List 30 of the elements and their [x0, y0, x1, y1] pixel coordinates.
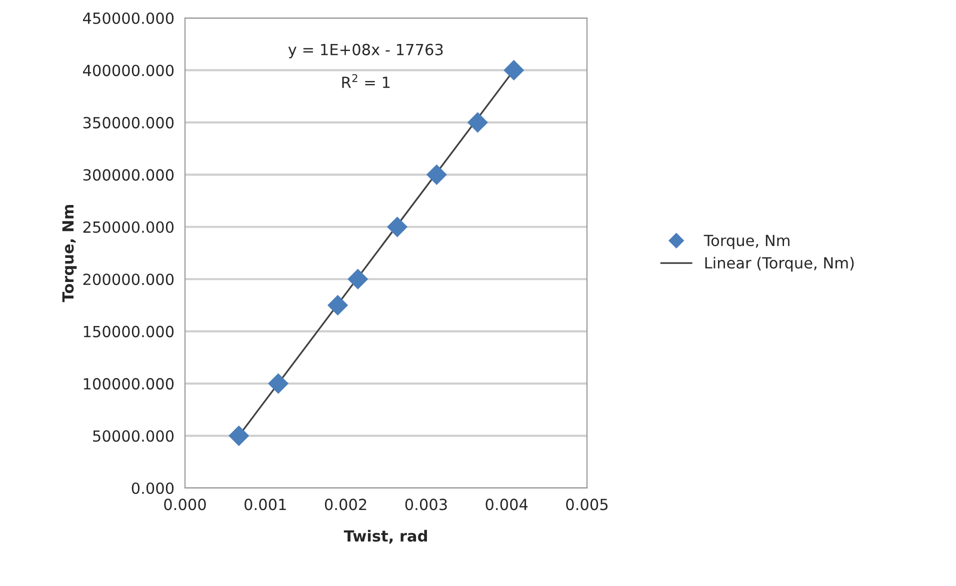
x-tick-label: 0.002	[324, 498, 366, 510]
point	[268, 373, 289, 394]
y-tick-label: 150000.000	[84, 326, 174, 338]
legend-label: Torque, Nm	[704, 234, 790, 250]
y-tick-label: 450000.000	[82, 12, 174, 24]
y-tick-label: 350000.000	[83, 116, 174, 128]
point	[426, 164, 447, 185]
point	[228, 425, 250, 446]
point	[504, 60, 524, 81]
x-tick-label: 0.005	[566, 498, 608, 510]
y-tick-label: 300000.000	[83, 169, 174, 181]
y-tick-label: 50000.000	[93, 430, 174, 442]
y-tick-label: 200000.000	[83, 274, 174, 286]
y-tick-label: 0.000	[132, 482, 174, 494]
point	[327, 294, 348, 316]
x-tick-label: 0.004	[486, 498, 528, 510]
annotation: y = 1E+08x - 17763	[288, 44, 443, 58]
x-tick-label: 0.000	[164, 498, 206, 510]
annotation: R$^{2}$ = 1	[342, 74, 390, 88]
x-tick-label: 0.001	[244, 498, 286, 510]
y-tick-label: 400000.000	[82, 64, 174, 76]
point	[348, 268, 368, 290]
point	[386, 216, 408, 238]
point	[467, 112, 488, 133]
x-tick-label: 0.003	[405, 498, 447, 510]
y-tick-label: 100000.000	[84, 378, 174, 390]
legend-label: Linear (Torque, Nm)	[705, 256, 854, 272]
x-axis-title: Twist, rad	[344, 530, 427, 544]
y-axis-title: Torque, Nm	[62, 204, 77, 302]
y-tick-label: 250000.000	[83, 221, 174, 233]
